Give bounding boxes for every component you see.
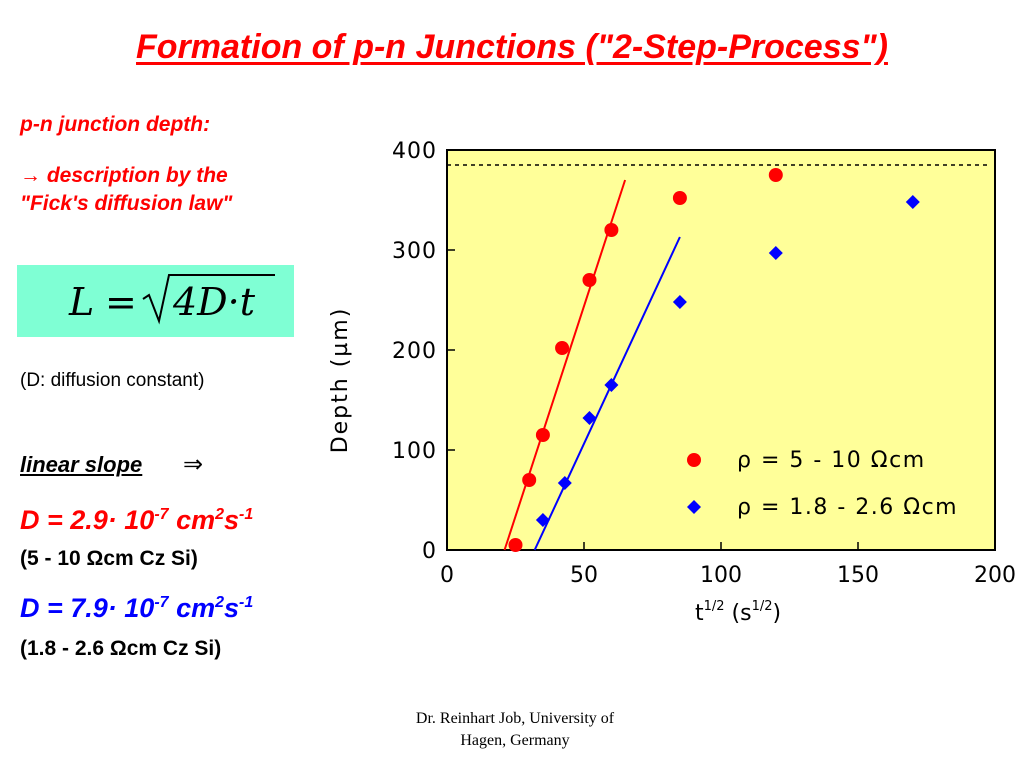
data-point-diamond (905, 195, 920, 209)
slope-label: linear slope (20, 452, 143, 477)
formula-eq: = (105, 280, 137, 324)
implies-icon: ⇒ (183, 451, 204, 478)
formula-box: L = 4D·t (17, 265, 294, 337)
y-axis-label: Depth (µm) (328, 307, 353, 454)
data-point-circle (535, 428, 550, 442)
data-point-diamond (604, 378, 619, 392)
depth-heading: p-n junction depth: (20, 113, 211, 136)
data-point-circle (672, 191, 687, 205)
formula: L = 4D·t (68, 274, 275, 325)
data-point-diamond (768, 246, 783, 260)
data-point-diamond (672, 295, 687, 309)
d2-unit: cm (168, 593, 216, 623)
diffusion-note: (D: diffusion constant) (20, 370, 205, 391)
d2-prefix: D = 7.9· 10 (20, 593, 155, 623)
data-point-circle (522, 473, 537, 487)
d1-unit2-exp: -1 (239, 506, 254, 523)
formula-body: 4D·t (172, 280, 256, 324)
y-tick-label: 100 (392, 439, 437, 464)
legend-label: ρ = 5 - 10 Ωcm (737, 448, 926, 473)
data-point-circle (508, 538, 523, 552)
legend-marker-diamond (687, 500, 701, 514)
credit-line-1: Dr. Reinhart Job, University of (415, 710, 615, 727)
data-point-diamond (582, 411, 597, 425)
d2-unit-exp: 2 (215, 594, 224, 611)
data-point-circle (768, 168, 783, 182)
y-tick-label: 200 (392, 339, 437, 364)
legend-marker-circle (687, 453, 701, 467)
d1-prefix: D = 2.9· 10 (20, 505, 155, 535)
d1-exp: -7 (154, 506, 169, 523)
x-tick-label: 50 (570, 563, 598, 588)
formula-lhs: L (68, 280, 94, 324)
diffusion-value-2: D = 7.9· 10-7 cm2s-1 (20, 593, 253, 624)
fick-law-text: "Fick's diffusion law" (20, 192, 233, 215)
fit-line-2 (533, 236, 681, 551)
diffusion-sub-1: (5 - 10 Ωcm Cz Si) (20, 547, 198, 570)
diffusion-value-1: D = 2.9· 10-7 cm2s-1 (20, 505, 253, 536)
data-point-circle (604, 223, 619, 237)
y-tick-label: 400 (392, 139, 437, 164)
x-axis-label: t1/2 (s1/2) (695, 599, 781, 626)
d2-unit2-exp: -1 (239, 594, 254, 611)
d2-exp: -7 (154, 594, 169, 611)
x-tick-label: 100 (700, 563, 742, 588)
d1-unit-exp: 2 (215, 506, 224, 523)
arrow-icon: → (20, 164, 41, 187)
y-tick-label: 0 (422, 539, 437, 564)
credit: Dr. Reinhart Job, University of Hagen, G… (370, 708, 660, 752)
data-point-diamond (557, 476, 572, 490)
credit-line-2: Hagen, Germany (460, 732, 570, 749)
fit-line-1 (503, 179, 627, 551)
page-title: Formation of p-n Junctions ("2-Step-Proc… (136, 28, 888, 66)
description-text: description by the (46, 164, 228, 187)
x-tick-label: 0 (440, 563, 454, 588)
data-point-circle (555, 341, 570, 355)
data-point-circle (582, 273, 597, 287)
description-line: → description by the (20, 164, 228, 188)
sqrt-icon (142, 274, 275, 325)
d2-unit2: s (224, 593, 240, 623)
y-tick-label: 300 (392, 239, 437, 264)
plot-area (446, 149, 996, 551)
legend-label: ρ = 1.8 - 2.6 Ωcm (737, 495, 958, 520)
x-tick-label: 200 (974, 563, 1016, 588)
x-tick-label: 150 (837, 563, 879, 588)
diffusion-sub-2: (1.8 - 2.6 Ωcm Cz Si) (20, 637, 222, 660)
d1-unit: cm (168, 505, 216, 535)
d1-unit2: s (224, 505, 240, 535)
data-point-diamond (535, 513, 550, 527)
